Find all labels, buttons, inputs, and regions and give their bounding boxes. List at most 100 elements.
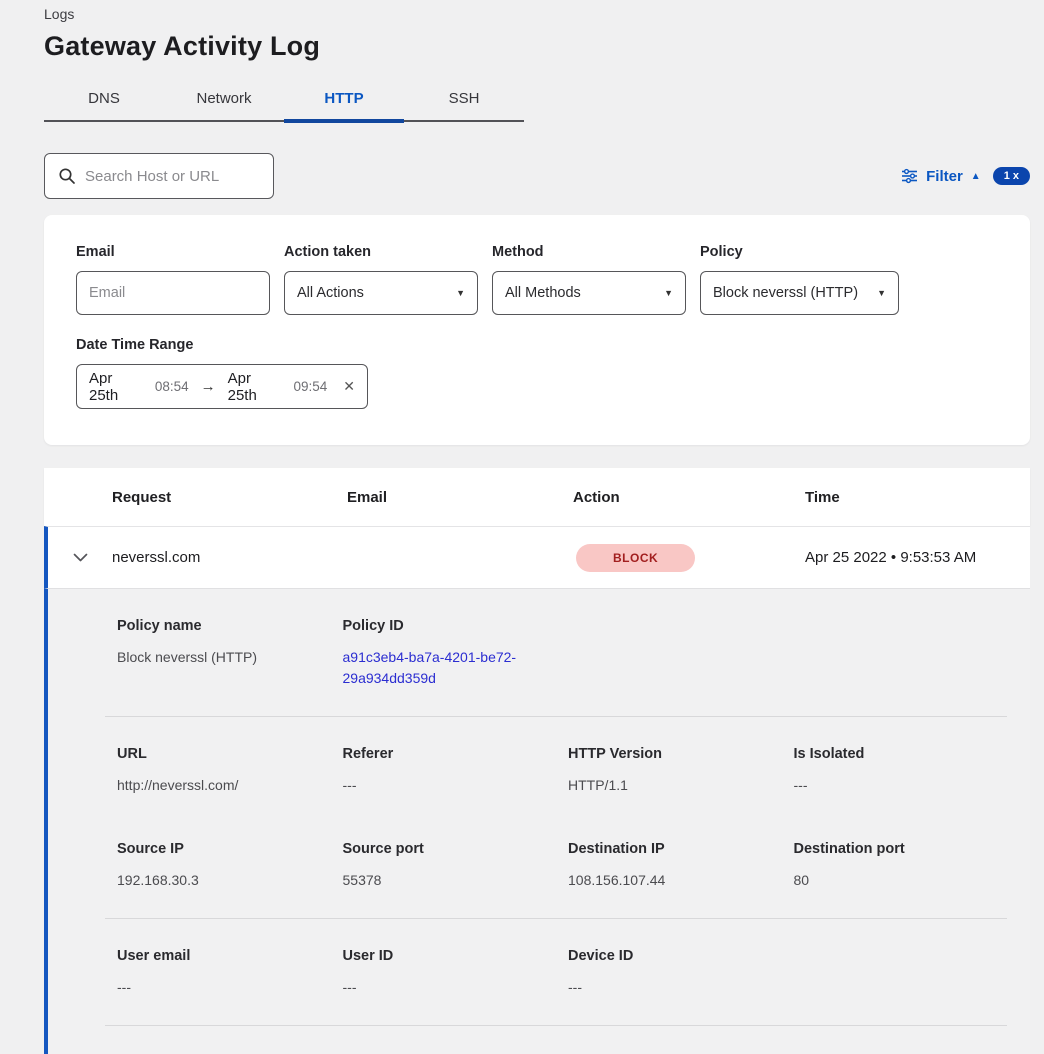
user-email-field: User email --- (105, 948, 331, 998)
policy-value: Block neverssl (HTTP) (713, 285, 859, 301)
chevron-up-icon: ▲ (970, 170, 981, 182)
chevron-down-icon: ▼ (877, 288, 886, 298)
method-field: Method All Methods ▼ (492, 244, 686, 315)
destination-ip-value: 108.156.107.44 (568, 872, 666, 888)
filter-panel: Email Action taken All Actions ▼ Method … (44, 215, 1030, 445)
device-id-field: Device ID --- (556, 948, 782, 998)
tab-dns[interactable]: DNS (88, 90, 120, 107)
device-id-label: Device ID (568, 948, 634, 964)
tab-network[interactable]: Network (196, 90, 252, 107)
is-isolated-field: Is Isolated --- (782, 746, 1008, 796)
policy-id-field: Policy ID a91c3eb4-ba7a-4201-be72-29a934… (331, 618, 557, 689)
column-header-time: Time (805, 488, 840, 506)
arrow-right-icon: → (200, 378, 216, 395)
destination-ip-field: Destination IP 108.156.107.44 (556, 841, 782, 891)
row-request: neverssl.com (112, 549, 201, 566)
start-date: Apr 25th (89, 369, 119, 404)
date-range-label: Date Time Range (76, 337, 194, 353)
user-email-value: --- (117, 979, 131, 995)
destination-port-value: 80 (793, 872, 810, 888)
url-value: http://neverssl.com/ (117, 777, 239, 793)
filter-row: Email Action taken All Actions ▼ Method … (76, 244, 998, 315)
method-value: All Methods (505, 285, 581, 301)
url-label: URL (117, 746, 147, 762)
referer-value: --- (342, 777, 357, 793)
method-select[interactable]: All Methods ▼ (492, 271, 686, 315)
source-port-value: 55378 (342, 872, 382, 888)
policy-id-label: Policy ID (342, 618, 404, 634)
referer-label: Referer (342, 746, 394, 762)
http-version-value: HTTP/1.1 (568, 777, 628, 793)
table-row[interactable]: neverssl.com BLOCK Apr 25 2022 • 9:53:53… (44, 526, 1030, 588)
source-port-field: Source port 55378 (331, 841, 557, 891)
destination-ip-label: Destination IP (568, 841, 665, 857)
filter-toggle-button[interactable]: Filter ▲ 1 x (901, 167, 1030, 185)
action-taken-select[interactable]: All Actions ▼ (284, 271, 478, 315)
destination-port-field: Destination port 80 (782, 841, 1008, 891)
policy-field: Policy Block neverssl (HTTP) ▼ (700, 244, 899, 315)
date-range-field: Date Time Range Apr 25th 08:54 → Apr 25t… (76, 337, 998, 409)
user-id-value: --- (342, 979, 357, 995)
radar-link-row: View domain details in Radar → (105, 1026, 1007, 1054)
clear-date-range-icon[interactable]: ✕ (343, 378, 355, 394)
source-ip-field: Source IP 192.168.30.3 (105, 841, 331, 891)
row-action: BLOCK (573, 543, 805, 572)
policy-label: Policy (700, 244, 743, 260)
source-port-label: Source port (342, 841, 424, 857)
filter-label: Filter (926, 167, 963, 185)
action-taken-label: Action taken (284, 244, 372, 260)
start-time: 08:54 (154, 379, 189, 394)
end-date: Apr 25th (227, 369, 257, 404)
method-label: Method (492, 244, 544, 260)
block-status-badge: BLOCK (576, 543, 696, 572)
url-field: URL http://neverssl.com/ (105, 746, 331, 796)
section-divider (105, 1025, 1007, 1026)
toolbar: Filter ▲ 1 x (44, 153, 1030, 199)
request-section: URL http://neverssl.com/ Referer --- HTT… (105, 717, 1007, 918)
policy-name-field: Policy name Block neverssl (HTTP) (105, 618, 331, 689)
expand-chevron-icon[interactable] (48, 553, 112, 562)
date-range-picker[interactable]: Apr 25th 08:54 → Apr 25th 09:54 ✕ (76, 364, 368, 409)
user-email-label: User email (117, 948, 191, 964)
activity-log-table: Request Email Action Time neverssl.com B… (44, 468, 1030, 1054)
breadcrumb[interactable]: Logs (44, 6, 75, 22)
filter-count-badge[interactable]: 1 x (992, 167, 1030, 185)
device-id-value: --- (568, 979, 582, 995)
search-input[interactable] (85, 167, 255, 185)
email-filter-label: Email (76, 244, 115, 260)
action-taken-field: Action taken All Actions ▼ (284, 244, 478, 315)
action-taken-value: All Actions (297, 285, 364, 301)
end-time: 09:54 (293, 379, 328, 394)
row-time: Apr 25 2022 • 9:53:53 AM (805, 549, 977, 566)
section-divider (105, 918, 1007, 919)
email-filter-input-wrap (76, 271, 270, 315)
is-isolated-value: --- (793, 777, 808, 793)
row-detail-panel: Policy name Block neverssl (HTTP) Policy… (44, 588, 1030, 1054)
user-section: User email --- User ID --- Device ID --- (105, 919, 1007, 1025)
filter-sliders-icon (901, 168, 918, 184)
source-ip-value: 192.168.30.3 (117, 872, 199, 888)
http-version-label: HTTP Version (568, 746, 663, 762)
is-isolated-label: Is Isolated (793, 746, 865, 762)
source-ip-label: Source IP (117, 841, 184, 857)
search-box[interactable] (44, 153, 274, 199)
tab-bar: DNS Network HTTP SSH (44, 80, 524, 123)
policy-name-value: Block neverssl (HTTP) (117, 649, 258, 665)
column-header-email: Email (347, 488, 388, 506)
column-header-action: Action (573, 488, 620, 506)
policy-select[interactable]: Block neverssl (HTTP) ▼ (700, 271, 899, 315)
policy-section: Policy name Block neverssl (HTTP) Policy… (105, 589, 1007, 716)
user-id-field: User ID --- (331, 948, 557, 998)
email-filter-input[interactable] (89, 285, 257, 301)
destination-port-label: Destination port (793, 841, 905, 857)
column-header-request: Request (112, 488, 172, 506)
http-version-field: HTTP Version HTTP/1.1 (556, 746, 782, 796)
policy-name-label: Policy name (117, 618, 202, 634)
chevron-down-icon: ▼ (456, 288, 465, 298)
page-title: Gateway Activity Log (44, 31, 321, 61)
tab-http[interactable]: HTTP (284, 80, 404, 123)
user-id-label: User ID (342, 948, 394, 964)
policy-id-link[interactable]: a91c3eb4-ba7a-4201-be72-29a934dd359d (342, 649, 517, 686)
tab-ssh[interactable]: SSH (448, 90, 480, 107)
